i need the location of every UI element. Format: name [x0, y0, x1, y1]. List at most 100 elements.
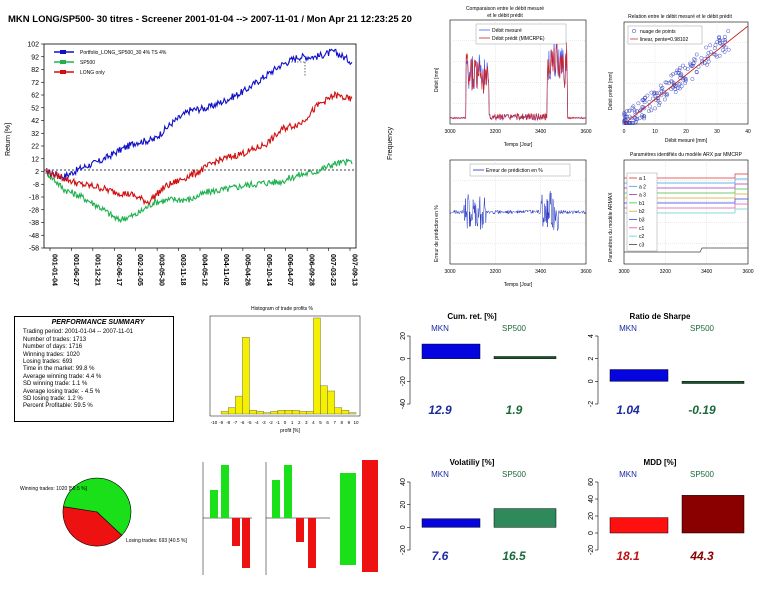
param-line	[624, 193, 748, 199]
pie-slice-losing	[62, 506, 123, 547]
frequency-label: Frequency	[387, 126, 394, 160]
scatter-point	[721, 43, 726, 48]
param-line	[624, 183, 748, 189]
main-ytick-label: 22	[31, 144, 39, 151]
main-xtick-label: 001-06-27	[72, 254, 79, 286]
main-ytick-label: 12	[31, 156, 39, 163]
comparison-title-2: et le débit prédit	[487, 13, 523, 19]
param-line	[624, 173, 748, 179]
stat-chart-0: Cum. ret. [%] MKN SP500 20 0 -20 -40 12.9 1.9	[400, 312, 557, 417]
scatter-point	[654, 91, 659, 96]
x-tick-label: 3000	[618, 269, 629, 275]
pie-label-winning: Winning trades: 1020 [59.5 %]	[20, 486, 88, 492]
histogram-bar	[270, 411, 279, 415]
stat-ytick-label: 60	[588, 478, 595, 486]
histogram-xtick: 1	[291, 420, 294, 425]
scatter-point	[672, 82, 677, 87]
comparison-legend-1: Débit mesuré	[492, 28, 522, 34]
scatter-point	[638, 108, 643, 113]
main-ytick-label: -48	[29, 233, 39, 240]
stat-ytick-label: -20	[400, 545, 407, 555]
plot-parameters: Paramètres identifiés du modèle ARX par …	[608, 152, 754, 275]
main-ytick-label: 2	[35, 169, 39, 176]
main-xtick-label: 006-04-07	[286, 254, 293, 286]
histogram-xtick: 4	[312, 420, 315, 425]
histogram-xtick: -6	[240, 420, 244, 425]
sp500-line	[45, 158, 353, 224]
perf-line-9: Average losing trade: - 4.5 %	[23, 388, 101, 395]
error-grid	[450, 160, 586, 264]
param-line	[624, 198, 748, 204]
main-ytick-label: -38	[29, 220, 39, 227]
main-x-ticks: 001-01-04 001-06-27 001-12-21 002-06-17 002-…	[49, 248, 358, 286]
main-xtick-label: 003-11-18	[179, 254, 186, 286]
stat-bar-sp500	[493, 508, 557, 528]
trade-bar-3	[232, 518, 240, 546]
scatter-point	[708, 50, 713, 55]
scatter-point	[714, 54, 719, 59]
scatter-point	[673, 90, 678, 94]
param-line	[624, 203, 748, 209]
scatter-point	[673, 87, 678, 92]
scatter-point	[683, 78, 688, 83]
param-legend-label: c2	[639, 234, 645, 240]
stat-bar-mkn	[609, 369, 669, 382]
histogram-xtick: -5	[247, 420, 251, 425]
trade-bar-7	[296, 518, 304, 542]
scatter-point	[683, 81, 688, 86]
scatter-point	[670, 79, 675, 84]
perf-line-3: Number of days: 1716	[23, 344, 83, 351]
scatter-point	[717, 53, 722, 58]
stat-chart-title: MDD [%]	[644, 458, 677, 467]
params-lines	[624, 173, 748, 253]
histogram-xtick: -3	[262, 420, 266, 425]
param-line	[624, 247, 748, 253]
scatter-point	[694, 52, 699, 57]
stat-value-sp500: 44.3	[689, 549, 714, 563]
scatter-point	[663, 80, 668, 85]
pie-chart: Winning trades: 1020 [59.5 %] Losing tra…	[20, 477, 187, 547]
plot-scatter: Relation entre le débit mesuré et le déb…	[608, 14, 751, 144]
stat-ytick-label: -20	[588, 545, 595, 555]
stat-ytick-label: 40	[400, 478, 407, 486]
scatter-point	[641, 114, 646, 119]
scatter-point	[642, 95, 647, 100]
x-tick-label: 0	[623, 129, 626, 135]
histogram-bar	[249, 410, 257, 415]
scatter-point	[640, 98, 645, 103]
scatter-point	[726, 47, 731, 52]
trade-bar-8	[308, 518, 316, 568]
histogram-bar	[341, 410, 350, 415]
stat-label-sp500: SP500	[502, 324, 527, 333]
main-xtick-label: 005-04-26	[243, 254, 250, 286]
main-ytick-label: -18	[29, 195, 39, 202]
main-ytick-label: 52	[31, 105, 39, 112]
scatter-point	[691, 61, 696, 66]
error-ylabel: Erreur de prédiction en %	[434, 205, 440, 262]
stat-chart-1: Ratio de Sharpe MKN SP500 4 2 0 -2 1.04 -0.19	[588, 312, 745, 417]
perf-line-6: Time in the market: 99.8 %	[23, 366, 95, 373]
histogram-xtick: -1	[276, 420, 280, 425]
perf-line-2: Number of trades: 1713	[23, 336, 87, 343]
trade-stats-bars	[202, 460, 378, 575]
scatter-point	[679, 84, 684, 89]
main-ytick-label: 32	[31, 131, 39, 138]
scatter-point	[649, 90, 654, 95]
stat-chart-title: Cum. ret. [%]	[447, 312, 497, 321]
x-tick-label: 3000	[444, 269, 455, 275]
stat-chart-3: MDD [%] MKN SP500 60 40 20 0 -20 18.1 44.3	[588, 458, 745, 563]
histogram-bar	[334, 407, 343, 415]
stat-value-mkn: 12.9	[428, 403, 452, 417]
params-title: Paramètres identifiés du modèle ARX par …	[630, 152, 743, 158]
stat-bar-sp500	[493, 356, 557, 359]
params-x-ticks: 3000 3200 3400 3600	[618, 269, 753, 275]
scatter-point	[700, 59, 704, 64]
error-x-ticks: 3000 3200 3400 3600	[444, 269, 591, 275]
scatter-point	[715, 40, 720, 44]
legend-sp500: SP500	[80, 60, 95, 66]
stat-label-mkn: MKN	[619, 324, 637, 333]
stat-value-mkn: 1.04	[616, 403, 640, 417]
scatter-point	[656, 98, 661, 103]
stat-ytick-label: 40	[588, 495, 595, 503]
scatter-point	[645, 93, 650, 98]
